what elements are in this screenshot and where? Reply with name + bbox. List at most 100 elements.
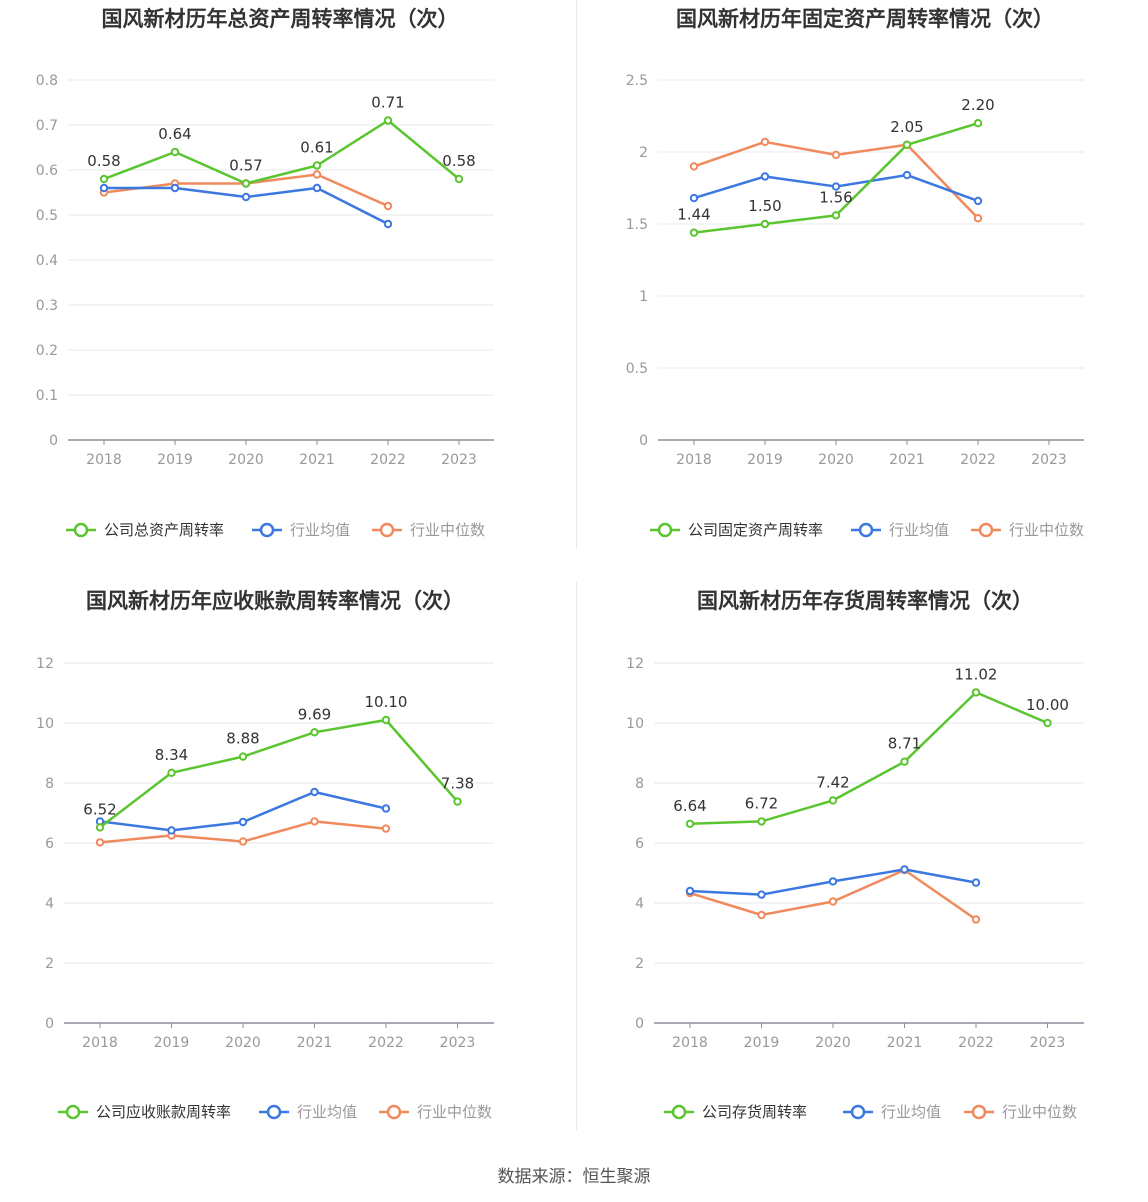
data-point-industry-median[interactable]	[973, 214, 983, 223]
y-tick-label: 0.4	[36, 253, 58, 269]
data-point-industry-avg[interactable]	[971, 878, 981, 887]
y-tick-label: 6	[635, 836, 644, 852]
data-point-industry-median[interactable]	[238, 837, 248, 846]
legend-item-company[interactable]: 公司固定资产周转率	[650, 521, 823, 539]
data-point-company[interactable]	[170, 147, 180, 157]
data-point-industry-median[interactable]	[312, 170, 322, 179]
data-label: 2.05	[890, 118, 923, 136]
legend-item-industry-avg[interactable]: 行业均值	[259, 1103, 357, 1121]
series-line-company	[103, 119, 460, 185]
y-tick-label: 10	[626, 716, 644, 732]
legend-item-industry-median[interactable]: 行业中位数	[971, 521, 1084, 539]
data-point-industry-avg[interactable]	[170, 183, 180, 193]
data-point-company[interactable]	[831, 211, 841, 220]
data-point-company[interactable]	[383, 116, 393, 125]
data-point-industry-avg[interactable]	[828, 877, 838, 886]
legend-label: 公司固定资产周转率	[688, 521, 823, 539]
data-point-industry-median[interactable]	[310, 817, 319, 826]
legend-item-industry-avg[interactable]: 行业均值	[843, 1103, 941, 1121]
data-label: 6.52	[83, 800, 116, 818]
data-point-company[interactable]	[238, 752, 248, 761]
data-point-company[interactable]	[310, 728, 319, 737]
legend-item-industry-median[interactable]: 行业中位数	[372, 521, 485, 539]
data-point-industry-avg[interactable]	[685, 886, 695, 896]
chart-panel-total-asset-turnover: 国风新材历年总资产周转率情况（次） 0 0.1 0.2 0.3 0.4 0.5 0.6 0.7 0…	[0, 0, 574, 560]
data-point-company[interactable]	[312, 161, 322, 170]
x-tick-label: 2019	[744, 1035, 780, 1051]
y-tick-label: 12	[36, 656, 54, 672]
data-point-industry-avg[interactable]	[689, 193, 699, 203]
data-point-company[interactable]	[1043, 718, 1052, 728]
data-point-industry-avg[interactable]	[241, 192, 251, 202]
data-label: 10.10	[365, 693, 408, 711]
data-point-industry-avg[interactable]	[167, 826, 176, 835]
y-tick-label: 2.5	[626, 73, 648, 89]
data-point-industry-avg[interactable]	[238, 817, 248, 827]
data-point-industry-avg[interactable]	[312, 183, 322, 193]
data-point-company[interactable]	[973, 119, 983, 128]
data-point-industry-avg[interactable]	[902, 170, 912, 180]
data-point-industry-median[interactable]	[828, 897, 838, 906]
y-tick-label: 6	[45, 836, 54, 852]
data-label: 0.57	[229, 157, 262, 175]
legend-item-industry-avg[interactable]: 行业均值	[851, 521, 949, 539]
data-point-company[interactable]	[167, 768, 176, 778]
legend-swatch-marker	[858, 522, 874, 538]
data-point-industry-median[interactable]	[971, 915, 981, 924]
data-point-company[interactable]	[381, 715, 391, 725]
legend-item-company[interactable]: 公司应收账款周转率	[58, 1103, 231, 1121]
data-point-industry-avg[interactable]	[310, 787, 319, 797]
data-label: 1.56	[819, 188, 852, 206]
y-tick-label: 0.2	[36, 343, 58, 359]
data-point-industry-median[interactable]	[381, 824, 391, 833]
data-point-company[interactable]	[902, 140, 912, 150]
chart-panel-receivables-turnover: 国风新材历年应收账款周转率情况（次） 0 2 4 6 8 10 12 2018 2019 2020 2…	[0, 580, 574, 1140]
data-point-company[interactable]	[685, 819, 695, 829]
data-point-industry-avg[interactable]	[973, 196, 983, 206]
y-tick-label: 0	[49, 433, 58, 449]
data-point-industry-median[interactable]	[689, 162, 699, 171]
data-point-company[interactable]	[757, 817, 766, 826]
data-point-company[interactable]	[454, 174, 464, 184]
data-point-company[interactable]	[95, 823, 105, 832]
x-tick-label: 2022	[368, 1035, 404, 1051]
data-point-industry-avg[interactable]	[831, 182, 841, 191]
data-point-industry-avg[interactable]	[757, 890, 766, 899]
data-point-industry-avg[interactable]	[383, 219, 393, 229]
y-tick-label: 12	[626, 656, 644, 672]
data-point-company[interactable]	[99, 174, 109, 184]
x-tick-label: 2020	[228, 452, 264, 468]
data-point-industry-median[interactable]	[760, 137, 770, 147]
y-tick-label: 0	[45, 1016, 54, 1032]
data-point-industry-median[interactable]	[95, 838, 105, 847]
chart-receivables-turnover: 国风新材历年应收账款周转率情况（次） 0 2 4 6 8 10 12 2018 2019 2020 2…	[36, 589, 494, 1121]
y-tick-label: 0.3	[36, 298, 58, 314]
data-point-company[interactable]	[828, 796, 838, 805]
data-point-industry-avg[interactable]	[381, 804, 391, 813]
x-tick-label: 2022	[958, 1035, 994, 1051]
data-point-company[interactable]	[453, 797, 462, 806]
legend-item-company[interactable]: 公司存货周转率	[664, 1103, 807, 1121]
data-point-industry-avg[interactable]	[900, 865, 909, 874]
legend-item-industry-avg[interactable]: 行业均值	[252, 521, 350, 539]
x-tick-label: 2023	[440, 1035, 476, 1051]
legend-item-industry-median[interactable]: 行业中位数	[379, 1103, 492, 1121]
data-point-company[interactable]	[760, 219, 770, 229]
data-point-industry-median[interactable]	[383, 201, 393, 211]
x-tick-label: 2021	[297, 1035, 333, 1051]
data-point-industry-avg[interactable]	[99, 183, 109, 193]
data-point-company[interactable]	[689, 228, 699, 237]
data-point-company[interactable]	[900, 757, 909, 766]
data-point-industry-avg[interactable]	[760, 172, 770, 181]
legend-label: 公司存货周转率	[702, 1103, 807, 1121]
y-tick-label: 2	[639, 145, 648, 161]
y-tick-label: 4	[45, 896, 54, 912]
y-tick-label: 4	[635, 896, 644, 912]
data-point-industry-median[interactable]	[831, 150, 841, 160]
data-point-company[interactable]	[971, 688, 981, 697]
data-point-company[interactable]	[241, 179, 251, 188]
data-point-industry-median[interactable]	[757, 910, 766, 920]
legend-item-industry-median[interactable]: 行业中位数	[964, 1103, 1077, 1121]
y-tick-label: 10	[36, 716, 54, 732]
legend-item-company[interactable]: 公司总资产周转率	[66, 521, 224, 539]
